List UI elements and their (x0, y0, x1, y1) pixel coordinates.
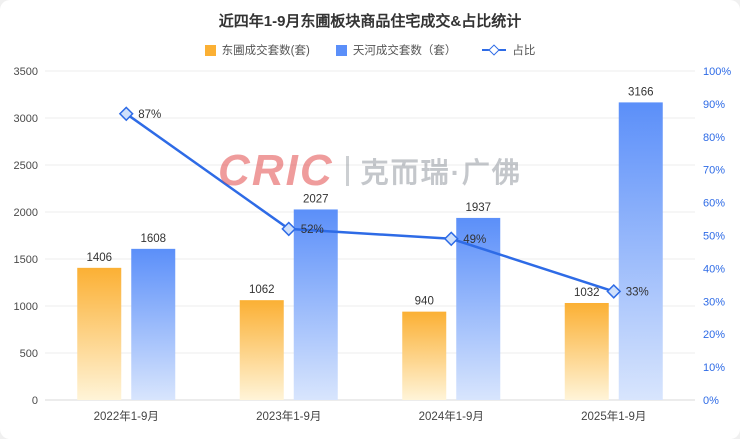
legend-label-tianhe: 天河成交套数（套） (352, 45, 457, 57)
legend-item-dongpu[interactable]: 东圃成交套数(套) (204, 42, 310, 58)
right-axis-tick: 90% (703, 99, 725, 111)
x-axis-label: 2024年1-9月 (419, 409, 484, 423)
bar-tianhe (618, 102, 663, 401)
left-axis-tick: 1000 (14, 301, 38, 313)
bar-value-label: 1032 (574, 287, 600, 299)
left-axis-tick: 1500 (14, 254, 38, 266)
line-marker (118, 106, 134, 122)
bar-dongpu (239, 300, 284, 400)
line-marker (443, 231, 459, 247)
line-value-label: 52% (301, 224, 324, 236)
left-axis-tick: 3500 (14, 66, 38, 78)
line-value-label: 33% (626, 286, 649, 298)
right-axis-tick: 10% (703, 362, 725, 374)
chart-legend: 东圃成交套数(套) 天河成交套数（套） 占比 (0, 42, 740, 58)
bar-value-label: 1937 (465, 202, 491, 214)
right-axis-tick: 60% (703, 198, 725, 210)
right-axis-tick: 30% (703, 296, 725, 308)
bar-tianhe (131, 248, 176, 400)
right-axis-tick: 20% (703, 329, 725, 341)
left-axis-tick: 2500 (14, 160, 38, 172)
legend-label-ratio: 占比 (512, 45, 536, 57)
line-value-label: 49% (463, 234, 486, 246)
x-axis-label: 2022年1-9月 (94, 409, 159, 423)
bar-value-label: 3166 (628, 86, 654, 98)
right-axis-tick: 70% (703, 165, 725, 177)
legend-item-ratio[interactable]: 占比 (482, 42, 535, 58)
right-axis-tick: 100% (703, 66, 731, 78)
right-axis-tick: 0% (703, 395, 719, 407)
legend-swatch-yellow (204, 44, 216, 56)
x-axis-label: 2023年1-9月 (256, 409, 321, 423)
ratio-line (125, 112, 615, 293)
chart-title: 近四年1-9月东圃板块商品住宅成交&占比统计 (218, 13, 522, 30)
line-value-label: 87% (138, 109, 161, 121)
bar-value-label: 1406 (86, 252, 112, 264)
legend-line-diamond-icon (482, 45, 507, 56)
line-marker (281, 221, 297, 237)
right-axis-tick: 40% (703, 263, 725, 275)
bar-value-label: 1062 (249, 284, 275, 296)
legend-label-dongpu: 东圃成交套数(套) (221, 45, 310, 57)
bar-dongpu (77, 267, 122, 400)
legend-item-tianhe[interactable]: 天河成交套数（套） (335, 42, 457, 58)
bar-value-label: 1608 (140, 233, 166, 245)
left-axis-tick: 0 (32, 395, 38, 407)
left-axis-tick: 500 (20, 348, 38, 360)
line-marker (606, 284, 622, 299)
right-axis-tick: 50% (703, 231, 725, 243)
bar-dongpu (564, 302, 609, 400)
legend-swatch-blue (335, 44, 347, 56)
left-axis-tick: 2000 (14, 207, 38, 219)
left-axis-tick: 3000 (14, 113, 38, 125)
right-axis-tick: 80% (703, 132, 725, 144)
x-axis-label: 2025年1-9月 (581, 409, 646, 423)
bar-value-label: 2027 (303, 193, 329, 205)
bar-dongpu (402, 311, 447, 400)
bar-value-label: 940 (415, 296, 434, 308)
bar-tianhe (293, 209, 338, 400)
